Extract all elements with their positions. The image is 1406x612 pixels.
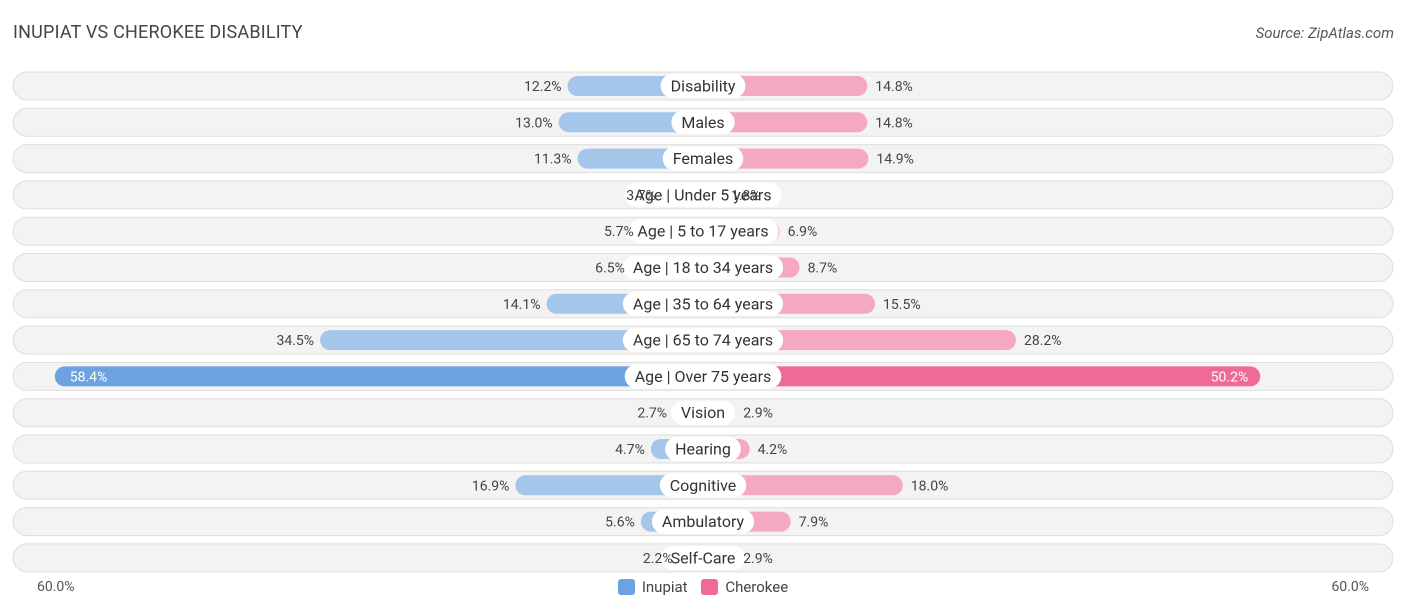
category-pill-age-under-5-years <box>624 182 782 207</box>
value-label-inupiat-hearing: 4.7% <box>615 442 645 458</box>
category-pill-self-care <box>660 545 746 570</box>
category-label-ambulatory: Ambulatory <box>662 512 745 531</box>
bar-inupiat-cognitive <box>515 475 703 496</box>
bar-inupiat-age-over-75-years <box>54 366 703 387</box>
bar-cherokee-males <box>703 112 868 133</box>
value-label-cherokee-age-35-to-64-years: 15.5% <box>883 297 921 313</box>
category-label-disability: Disability <box>671 77 736 96</box>
value-label-inupiat-age-18-to-34-years: 6.5% <box>595 261 625 277</box>
value-label-inupiat-age-5-to-17-years: 5.7% <box>604 224 634 240</box>
value-label-cherokee-hearing: 4.2% <box>758 442 788 458</box>
axis-right-label: 60.0% <box>1331 579 1369 595</box>
bar-inupiat-age-65-to-74-years <box>320 330 703 351</box>
category-label-age-under-5-years: Age | Under 5 years <box>634 185 771 204</box>
value-label-inupiat-self-care: 2.2% <box>643 551 673 567</box>
category-pill-age-18-to-34-years <box>622 255 784 280</box>
value-label-cherokee-age-18-to-34-years: 8.7% <box>808 261 838 277</box>
value-label-cherokee-age-under-5-years: 1.8% <box>731 188 761 204</box>
value-label-cherokee-females: 14.9% <box>876 152 914 168</box>
value-label-cherokee-disability: 14.8% <box>875 79 913 95</box>
category-label-age-65-to-74-years: Age | 65 to 74 years <box>633 331 773 350</box>
legend-item-inupiat[interactable]: Inupiat <box>617 578 688 596</box>
category-label-vision: Vision <box>681 403 725 422</box>
category-label-age-over-75-years: Age | Over 75 years <box>635 367 772 386</box>
legend-swatch-cherokee <box>701 579 719 595</box>
value-label-cherokee-self-care: 2.9% <box>743 551 773 567</box>
bar-cherokee-cognitive <box>703 475 903 496</box>
category-pill-hearing <box>665 437 741 461</box>
value-label-cherokee-cognitive: 18.0% <box>911 478 949 494</box>
category-pill-vision <box>670 400 736 425</box>
value-label-inupiat-vision: 2.7% <box>637 406 667 422</box>
category-label-age-35-to-64-years: Age | 35 to 64 years <box>633 294 773 313</box>
value-label-cherokee-age-5-to-17-years: 6.9% <box>788 224 818 240</box>
value-label-cherokee-males: 14.8% <box>875 115 913 131</box>
category-pill-disability <box>660 74 746 98</box>
value-label-inupiat-females: 11.3% <box>534 152 572 168</box>
category-pill-age-65-to-74-years <box>622 328 784 353</box>
category-label-cognitive: Cognitive <box>670 476 737 495</box>
value-label-inupiat-age-35-to-64-years: 14.1% <box>503 297 541 313</box>
value-label-cherokee-ambulatory: 7.9% <box>799 515 829 531</box>
value-label-inupiat-age-over-75-years: 58.4% <box>70 369 108 385</box>
value-label-inupiat-males: 13.0% <box>515 115 553 131</box>
legend-item-cherokee[interactable]: Cherokee <box>701 578 788 596</box>
category-pill-cognitive <box>659 473 747 498</box>
category-pill-age-over-75-years <box>624 364 782 389</box>
chart-title: INUPIAT VS CHEROKEE DISABILITY <box>13 22 303 43</box>
category-label-females: Females <box>673 149 734 168</box>
value-label-inupiat-cognitive: 16.9% <box>472 478 510 494</box>
category-pill-age-5-to-17-years <box>627 219 779 244</box>
value-label-inupiat-age-65-to-74-years: 34.5% <box>276 333 314 349</box>
category-label-self-care: Self-Care <box>671 548 736 567</box>
legend: Inupiat Cherokee <box>0 578 1406 599</box>
legend-swatch-inupiat <box>617 579 635 595</box>
value-label-cherokee-age-over-75-years: 50.2% <box>1211 369 1249 385</box>
legend-label-inupiat: Inupiat <box>641 578 688 596</box>
source-label: Source: ZipAtlas.com <box>1255 24 1394 42</box>
value-label-inupiat-disability: 12.2% <box>524 79 562 95</box>
legend-label-cherokee: Cherokee <box>725 578 789 596</box>
category-label-age-5-to-17-years: Age | 5 to 17 years <box>637 222 768 241</box>
category-pill-age-35-to-64-years <box>622 291 784 316</box>
bar-inupiat-males <box>558 112 703 133</box>
category-pill-females <box>662 146 744 171</box>
category-pill-ambulatory <box>651 509 755 534</box>
value-label-cherokee-vision: 2.9% <box>743 406 773 422</box>
category-label-males: Males <box>681 113 724 132</box>
category-label-hearing: Hearing <box>675 440 731 459</box>
category-pill-males <box>671 110 735 135</box>
bar-cherokee-females <box>703 148 869 169</box>
value-label-inupiat-age-under-5-years: 3.7% <box>626 188 656 204</box>
category-label-age-18-to-34-years: Age | 18 to 34 years <box>633 258 773 277</box>
value-label-inupiat-ambulatory: 5.6% <box>605 515 635 531</box>
axis-left-label: 60.0% <box>37 579 75 595</box>
value-label-cherokee-age-65-to-74-years: 28.2% <box>1024 333 1062 349</box>
bar-cherokee-age-over-75-years <box>703 366 1261 387</box>
